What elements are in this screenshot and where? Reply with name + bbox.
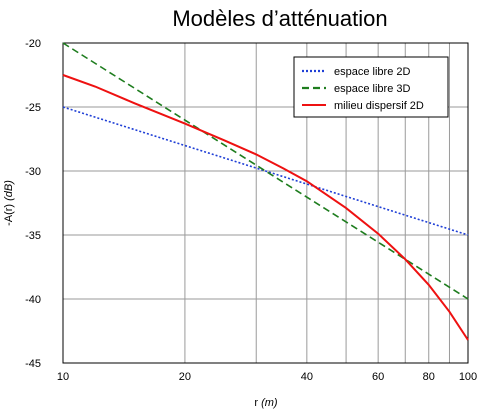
legend-label-1: espace libre 2D — [334, 66, 410, 78]
y-tick-label: -35 — [25, 230, 41, 242]
y-tick-label: -30 — [25, 166, 41, 178]
y-axis-label-main: -A(r) — [3, 201, 15, 226]
series-line-3 — [62, 74, 469, 341]
x-tick-label: 80 — [423, 371, 435, 383]
chart-title: Modèles d’atténuation — [172, 6, 387, 31]
y-tick-label: -40 — [25, 294, 41, 306]
plot-frame — [62, 42, 469, 364]
x-tick-label: 40 — [301, 371, 313, 383]
legend-label-2: espace libre 3D — [334, 83, 410, 95]
x-tick-label: 10 — [57, 371, 69, 383]
legend: espace libre 2D espace libre 3D milieu dis… — [293, 56, 449, 118]
series-lines — [62, 42, 469, 341]
x-axis-label-main: r — [254, 397, 261, 409]
legend-label-3: milieu dispersif 2D — [334, 100, 424, 112]
x-axis-label: r (m) — [254, 397, 278, 409]
y-tick-labels: -20 -25 -30 -35 -40 -45 — [25, 38, 41, 370]
series-line-1 — [62, 106, 469, 236]
series-line-2 — [62, 42, 469, 300]
x-axis-label-unit: (m) — [261, 397, 278, 409]
y-tick-label: -20 — [25, 38, 41, 50]
y-tick-label: -25 — [25, 102, 41, 114]
y-axis-label-unit: (dB) — [3, 180, 15, 201]
x-tick-label: 100 — [459, 371, 477, 383]
y-tick-label: -45 — [25, 358, 41, 370]
x-tick-labels: 10 20 40 60 80 100 — [57, 371, 477, 383]
x-tick-label: 60 — [372, 371, 384, 383]
x-tick-label: 20 — [179, 371, 191, 383]
y-axis-label: -A(r) (dB) — [3, 180, 15, 226]
